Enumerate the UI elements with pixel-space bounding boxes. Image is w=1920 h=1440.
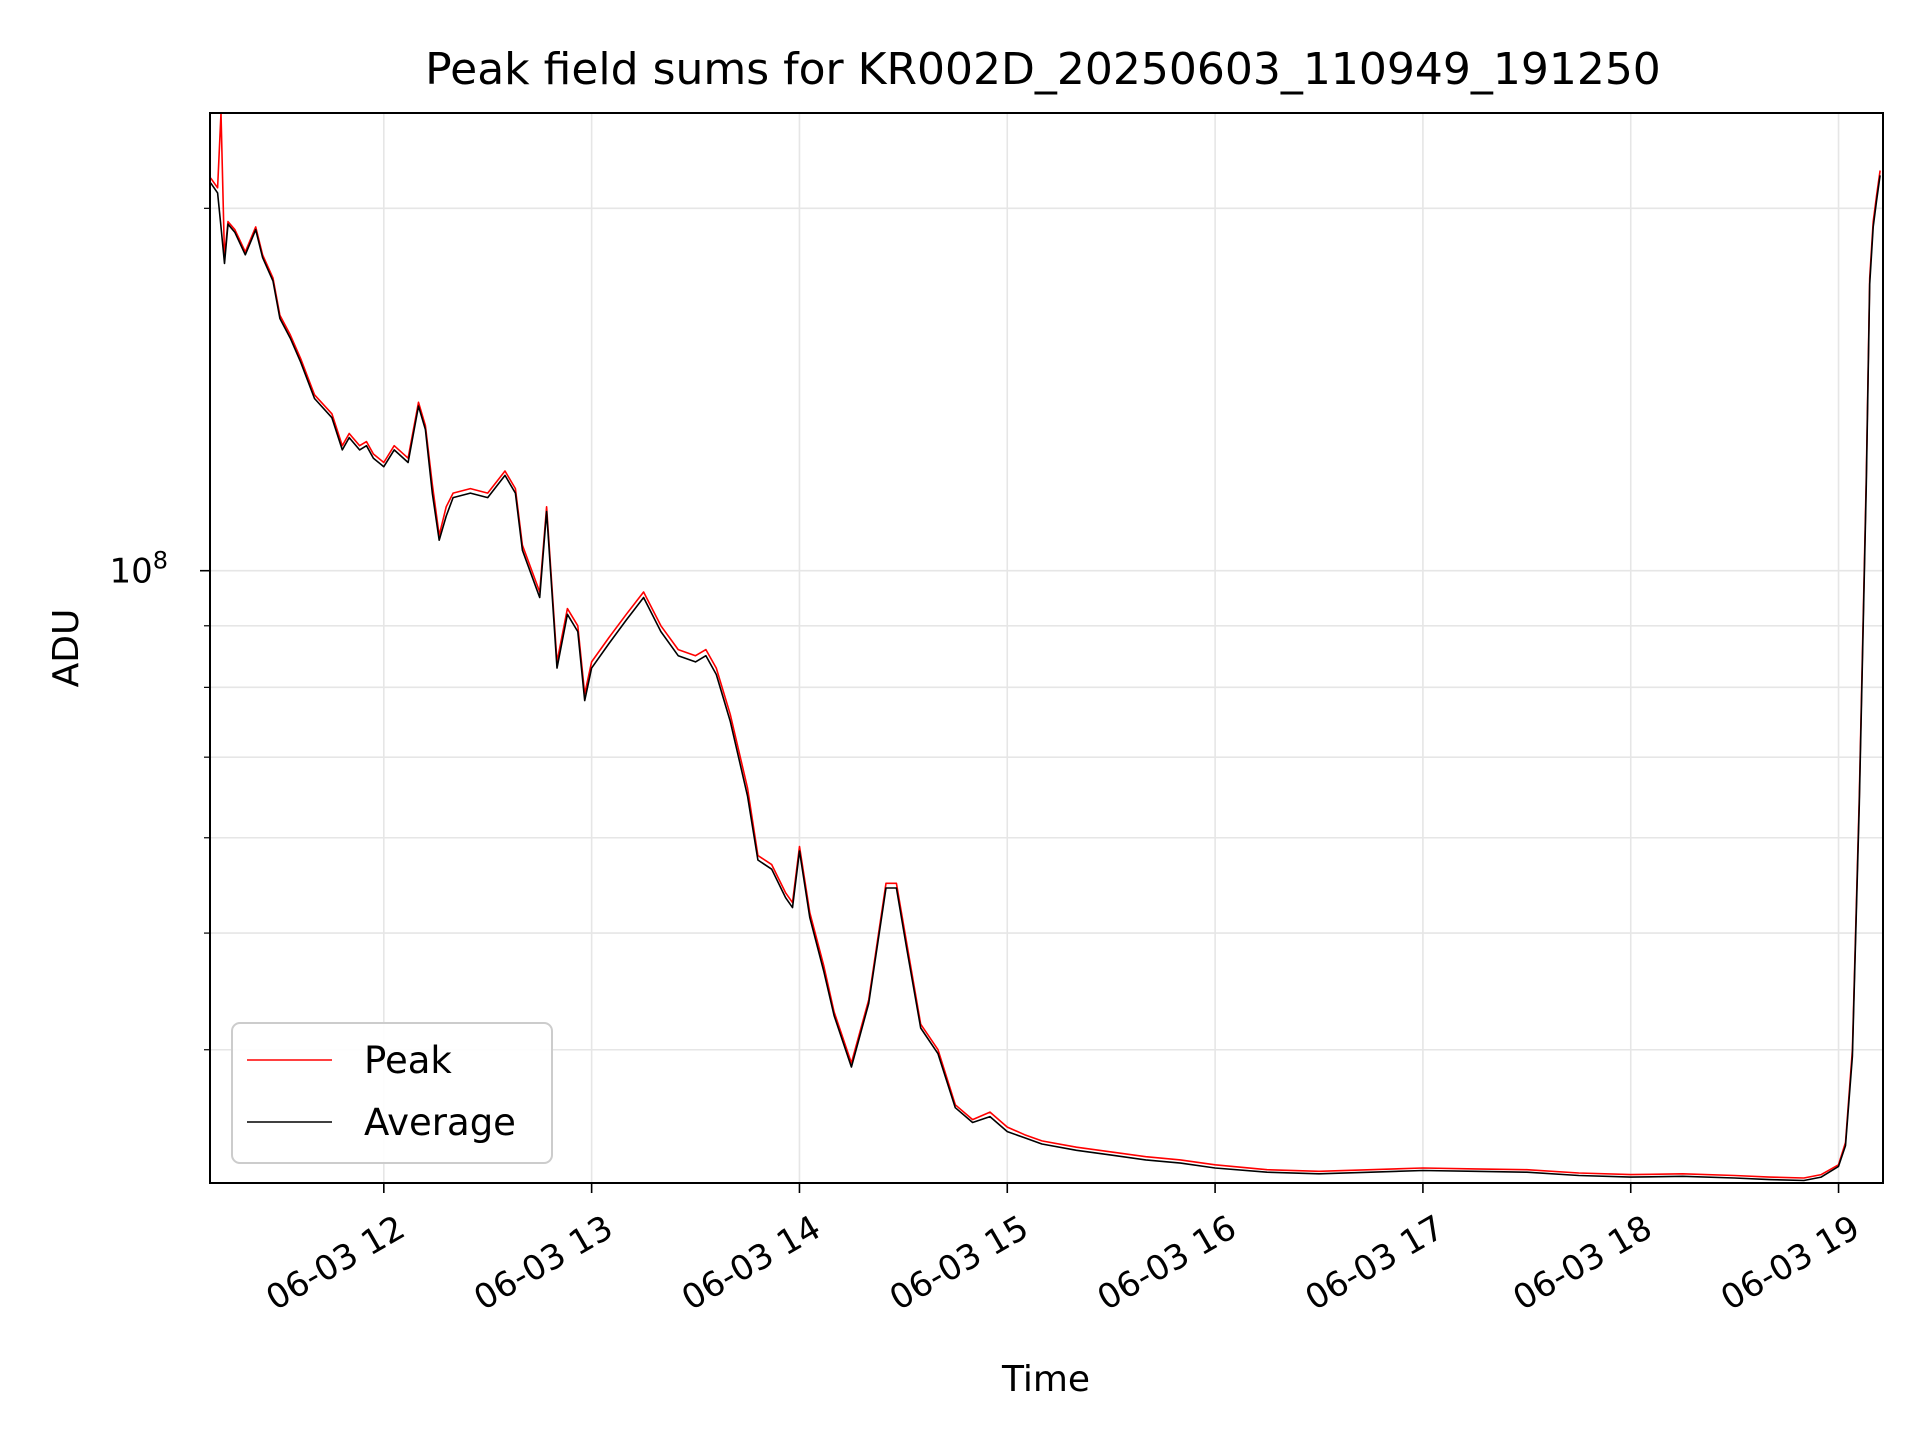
x-axis-label: Time bbox=[1001, 1359, 1090, 1400]
plot-area bbox=[209, 112, 1881, 1182]
legend-label-average: Average bbox=[364, 1101, 516, 1144]
series-line-average bbox=[209, 175, 1881, 1182]
y-axis-label: ADU bbox=[46, 609, 87, 688]
series-line-peak bbox=[209, 112, 1881, 1179]
axes-frame bbox=[209, 112, 1884, 1184]
y-tick-label-base: 10 bbox=[109, 552, 152, 592]
legend: Peak Average bbox=[231, 1022, 553, 1164]
y-tick-label-exponent: 8 bbox=[153, 547, 168, 575]
grid bbox=[210, 113, 1883, 1183]
legend-box bbox=[231, 1022, 553, 1164]
y-tick-label: 108 bbox=[109, 547, 168, 592]
chart-title: Peak field sums for KR002D_20250603_1109… bbox=[425, 44, 1661, 95]
legend-label-peak: Peak bbox=[364, 1039, 452, 1082]
